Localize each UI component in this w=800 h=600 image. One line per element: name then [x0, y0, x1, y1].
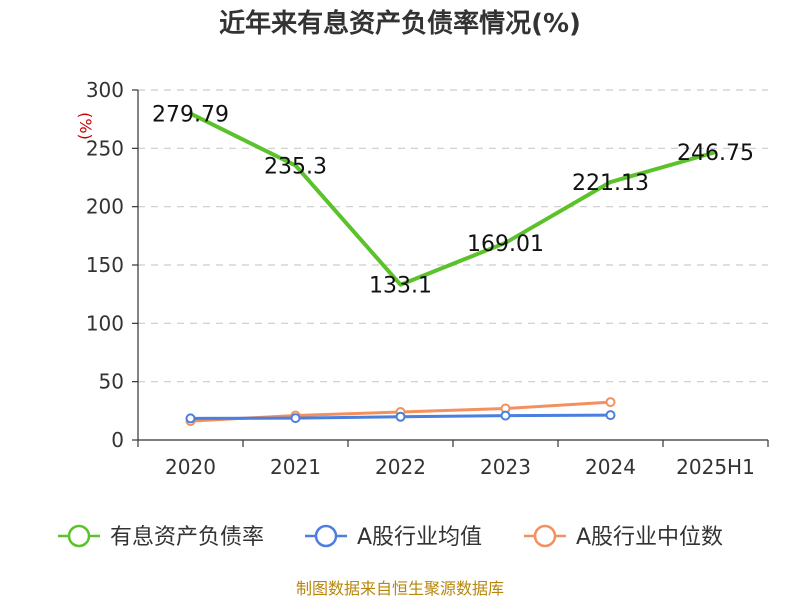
source-note: 制图数据来自恒生聚源数据库: [296, 579, 504, 598]
data-labels: 279.79 235.3 133.1 169.01 221.13 246.75: [152, 103, 754, 299]
series-point-1: [395, 411, 406, 422]
series-point-2: [605, 397, 616, 408]
series-point-1: [290, 413, 301, 424]
y-axis-unit: (%): [76, 112, 95, 140]
data-label: 133.1: [369, 274, 432, 299]
series-point-1: [605, 410, 616, 421]
y-axis-ticks: 0 50 100 150 200 250 300: [86, 78, 124, 452]
y-tick-label: 300: [86, 78, 124, 102]
y-tick-label: 150: [86, 253, 124, 277]
chart-title: 近年来有息资产负债率情况(%): [219, 8, 581, 39]
y-tick-label: 0: [111, 428, 124, 452]
x-tick-label: 2022: [375, 455, 426, 479]
x-tick-label: 2024: [585, 455, 636, 479]
series-group: [185, 111, 717, 427]
y-tick-label: 250: [86, 136, 124, 160]
legend-marker-2: [533, 524, 557, 548]
x-tick-label: 2020: [165, 455, 216, 479]
x-tick-label: 2025H1: [676, 455, 755, 479]
x-tick-label: 2023: [480, 455, 531, 479]
data-label: 246.75: [677, 141, 754, 166]
legend: 有息资产负债率 A股行业均值 A股行业中位数: [58, 524, 723, 550]
data-label: 221.13: [572, 171, 649, 196]
data-label: 169.01: [467, 232, 544, 257]
y-tick-label: 200: [86, 195, 124, 219]
data-label: 279.79: [152, 103, 229, 128]
series-point-1: [185, 413, 196, 424]
legend-label-1: A股行业均值: [357, 525, 482, 550]
legend-label-0: 有息资产负债率: [110, 525, 264, 550]
legend-marker-1: [314, 524, 338, 548]
axes: [132, 89, 769, 447]
data-label: 235.3: [264, 154, 327, 179]
x-axis-ticks: 2020 2021 2022 2023 2024 2025H1: [165, 455, 755, 479]
series-point-1: [500, 410, 511, 421]
series-line-0: [189, 111, 717, 287]
legend-label-2: A股行业中位数: [576, 525, 723, 550]
y-tick-label: 100: [86, 311, 124, 335]
x-tick-label: 2021: [270, 455, 321, 479]
y-tick-label: 50: [99, 370, 124, 394]
legend-marker-0: [67, 524, 91, 548]
